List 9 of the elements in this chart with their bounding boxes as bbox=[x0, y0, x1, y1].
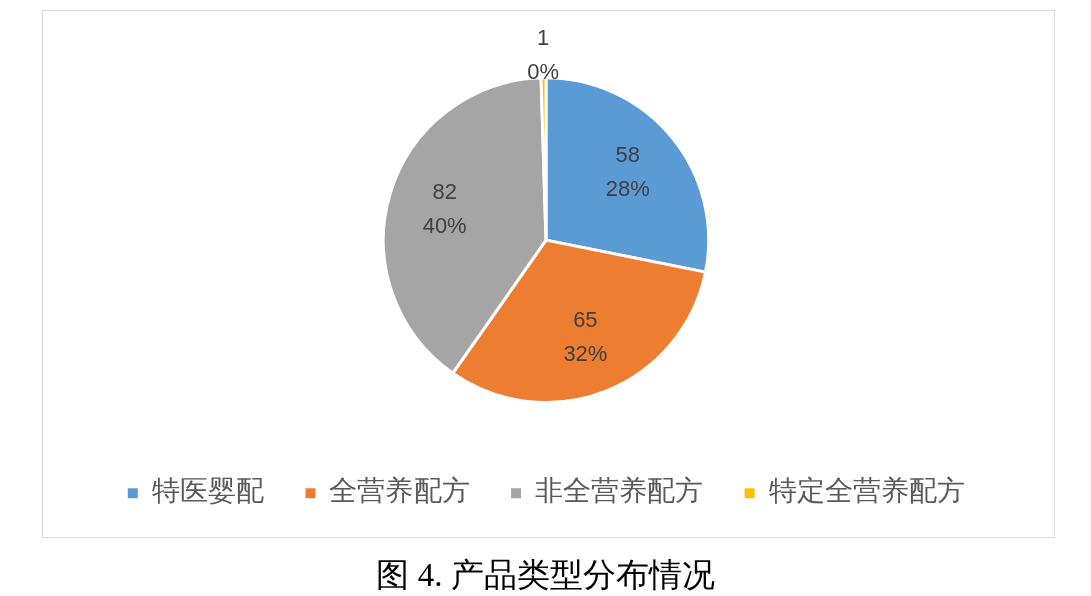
legend-label: 特医婴配 bbox=[151, 474, 264, 508]
data-label: 65 32% bbox=[563, 307, 608, 367]
legend-label: 特定全营养配方 bbox=[768, 474, 965, 508]
data-label: 82 40% bbox=[422, 179, 467, 238]
data-label: 58 28% bbox=[605, 142, 650, 202]
legend-label: 全营养配方 bbox=[329, 474, 470, 508]
legend-label: 非全营养配方 bbox=[535, 474, 704, 508]
caption: 图 4. 产品类型分布情况 bbox=[375, 556, 716, 595]
data-label: 1 0% bbox=[527, 24, 560, 84]
